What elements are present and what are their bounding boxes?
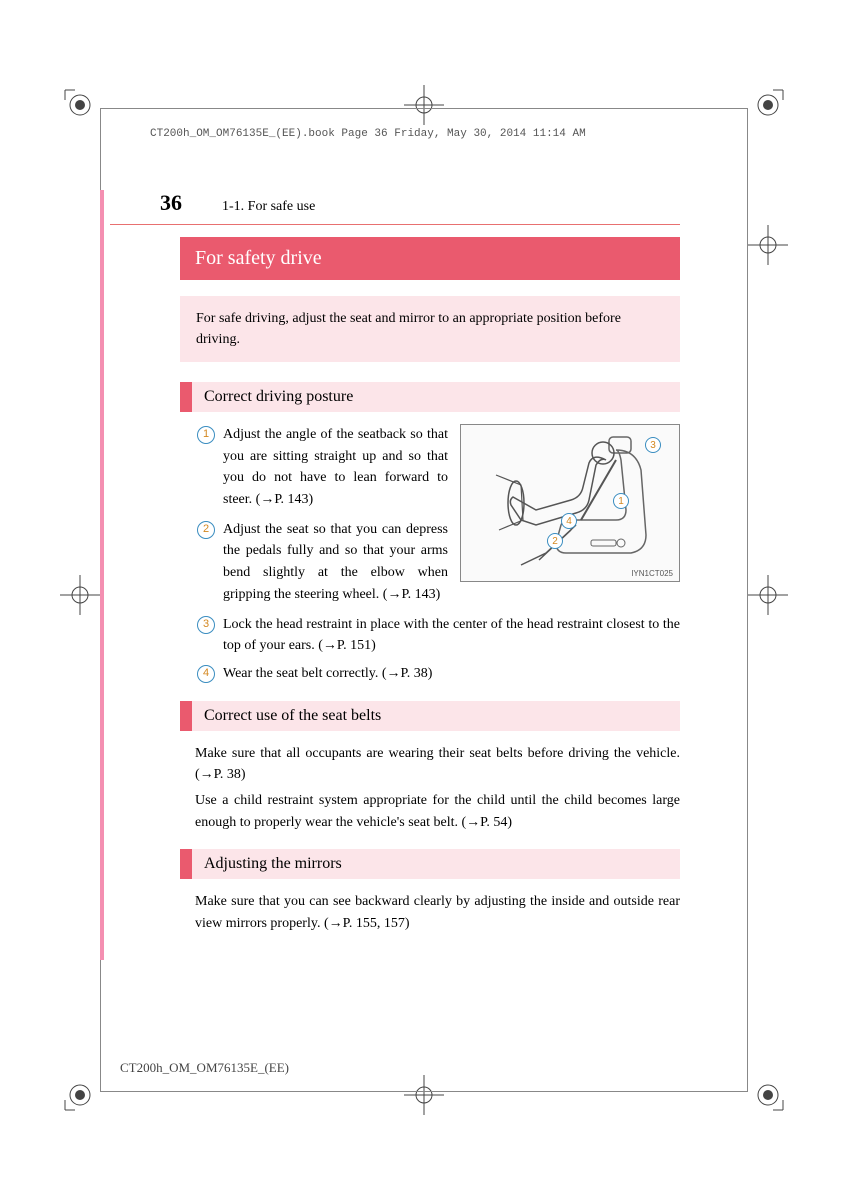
crop-mark — [60, 1075, 100, 1115]
heading-text: Correct driving posture — [192, 382, 680, 412]
paragraph: Make sure that you can see backward clea… — [195, 891, 680, 934]
crop-mark — [60, 85, 100, 125]
posture-body: 1 Adjust the angle of the seatback so th… — [195, 424, 680, 685]
crop-mark — [748, 85, 788, 125]
item-number-icon: 1 — [197, 426, 215, 444]
heading-text: Correct use of the seat belts — [192, 701, 680, 731]
figure-label: IYN1CT025 — [631, 569, 673, 578]
header-rule — [110, 224, 680, 225]
item-number-icon: 4 — [197, 665, 215, 683]
figure-callout: 2 — [547, 533, 563, 549]
crop-mark — [748, 1075, 788, 1115]
main-heading: For safety drive — [180, 237, 680, 280]
list-item: 1 Adjust the angle of the seatback so th… — [195, 424, 448, 511]
heading-accent-bar — [180, 701, 192, 731]
list-item: 2 Adjust the seat so that you can depres… — [195, 519, 448, 606]
figure-callout: 3 — [645, 437, 661, 453]
heading-accent-bar — [180, 849, 192, 879]
item-text: Lock the head restraint in place with th… — [223, 614, 680, 657]
posture-heading: Correct driving posture — [180, 382, 680, 412]
list-item: 3 Lock the head restraint in place with … — [195, 614, 680, 657]
crop-mark — [748, 225, 788, 265]
page-content: 36 1-1. For safe use For safety drive Fo… — [100, 190, 680, 951]
item-text: Adjust the seat so that you can depress … — [223, 519, 448, 606]
mirrors-body: Make sure that you can see backward clea… — [195, 891, 680, 934]
crop-mark — [748, 575, 788, 615]
item-text: Adjust the angle of the seatback so that… — [223, 424, 448, 511]
figure-callout: 4 — [561, 513, 577, 529]
seatbelts-heading: Correct use of the seat belts — [180, 701, 680, 731]
footer-text: CT200h_OM_OM76135E_(EE) — [120, 1060, 289, 1076]
mirrors-heading: Adjusting the mirrors — [180, 849, 680, 879]
heading-accent-bar — [180, 382, 192, 412]
page-header: 36 1-1. For safe use — [100, 190, 680, 216]
page-number: 36 — [160, 190, 182, 216]
paragraph: Make sure that all occupants are wearing… — [195, 743, 680, 786]
heading-text: Adjusting the mirrors — [192, 849, 680, 879]
figure-callout: 1 — [613, 493, 629, 509]
crop-mark — [60, 575, 100, 615]
intro-box: For safe driving, adjust the seat and mi… — [180, 296, 680, 362]
print-header: CT200h_OM_OM76135E_(EE).book Page 36 Fri… — [150, 128, 586, 140]
seatbelts-body: Make sure that all occupants are wearing… — [195, 743, 680, 834]
item-number-icon: 3 — [197, 616, 215, 634]
list-item: 4 Wear the seat belt correctly. (→P. 38) — [195, 663, 680, 685]
paragraph: Use a child restraint system appropriate… — [195, 790, 680, 833]
item-number-icon: 2 — [197, 521, 215, 539]
posture-figure: 3 1 4 2 IYN1CT025 — [460, 424, 680, 582]
section-title: 1-1. For safe use — [222, 199, 315, 215]
item-text: Wear the seat belt correctly. (→P. 38) — [223, 663, 680, 685]
